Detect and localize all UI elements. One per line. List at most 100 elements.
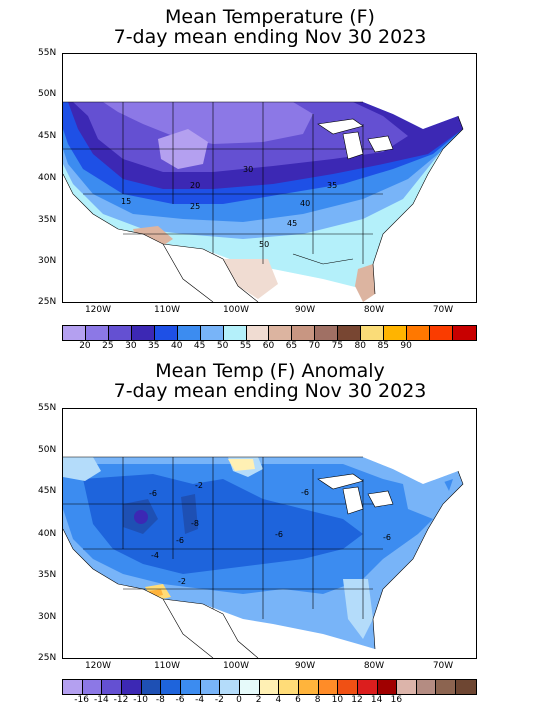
bottom-contour-label: -6 (275, 530, 283, 539)
top-colorbar (62, 325, 477, 341)
colorbar-swatch (357, 680, 378, 694)
colorbar-tick-label: 80 (354, 341, 366, 351)
colorbar-tick-label: -14 (93, 695, 109, 705)
colorbar-swatch (239, 680, 260, 694)
top-lon-label: 100W (222, 305, 250, 315)
bottom-contour-label: -2 (195, 481, 203, 490)
bottom-map-svg: -2 -6 -8 -6 -4 -6 -2 -6 -6 (63, 409, 476, 658)
colorbar-swatch (200, 680, 221, 694)
bottom-lon-label: 110W (153, 661, 181, 671)
colorbar-swatch (269, 326, 293, 340)
colorbar-swatch (154, 326, 178, 340)
bottom-contour-label: -2 (178, 577, 186, 586)
top-lon-label: 80W (363, 305, 385, 315)
colorbar-swatch (223, 326, 247, 340)
top-temperature-map: 30 20 35 25 40 45 50 15 (62, 53, 477, 303)
top-map-svg: 30 20 35 25 40 45 50 15 (63, 54, 476, 302)
bottom-contour-label: -6 (383, 533, 391, 542)
colorbar-tick-label: 12 (351, 695, 363, 705)
top-contour-label: 45 (287, 219, 297, 228)
top-contour-label: 50 (259, 240, 269, 249)
colorbar-tick-label: -12 (113, 695, 129, 705)
colorbar-swatch (108, 326, 132, 340)
bottom-title-line1: Mean Temp (F) Anomaly (155, 360, 385, 382)
top-lon-label: 120W (84, 305, 112, 315)
top-lat-label: 40N (38, 173, 57, 183)
colorbar-tick-label: 40 (170, 341, 183, 351)
colorbar-swatch (259, 680, 280, 694)
bottom-lon-label: 120W (84, 661, 112, 671)
bottom-lat-label: 45N (38, 486, 57, 496)
colorbar-tick-label: 85 (377, 341, 389, 351)
colorbar-tick-label: 25 (102, 341, 114, 351)
colorbar-tick-label: 6 (295, 695, 301, 705)
bottom-colorbar (62, 679, 477, 695)
colorbar-tick-label: -2 (214, 695, 224, 705)
top-contour-label: 25 (190, 202, 200, 211)
top-contour-label: 40 (300, 199, 310, 208)
colorbar-tick-label: 60 (262, 341, 275, 351)
top-colorbar-labels: 20 25 30 35 40 45 50 55 60 65 70 75 80 85 90 (62, 341, 475, 353)
colorbar-swatch (82, 680, 103, 694)
top-lat-label: 25N (38, 297, 57, 307)
colorbar-swatch (298, 680, 319, 694)
colorbar-tick-label: -8 (155, 695, 165, 705)
bottom-lat-label: 50N (38, 445, 57, 455)
colorbar-tick-label: -4 (195, 695, 205, 705)
colorbar-swatch (436, 680, 457, 694)
colorbar-swatch (384, 326, 408, 340)
colorbar-swatch (131, 326, 155, 340)
colorbar-swatch (338, 326, 362, 340)
colorbar-tick-label: 45 (193, 341, 206, 351)
top-lon-label: 110W (153, 305, 181, 315)
bottom-lat-label: 35N (38, 570, 57, 580)
colorbar-swatch (180, 680, 201, 694)
colorbar-swatch (200, 326, 224, 340)
colorbar-tick-label: -10 (133, 695, 149, 705)
colorbar-tick-label: 30 (125, 341, 137, 351)
bottom-contour-label: -6 (149, 489, 157, 498)
colorbar-tick-label: 14 (370, 695, 383, 705)
colorbar-swatch (456, 680, 476, 694)
top-lon-label: 90W (294, 305, 316, 315)
colorbar-swatch (338, 680, 358, 694)
bottom-contour-label: -6 (176, 536, 184, 545)
colorbar-swatch (102, 680, 122, 694)
bottom-colorbar-labels: -16 -14 -12 -10 -8 -6 -4 -2 0 2 4 6 8 10 12 14 16 (62, 695, 475, 707)
top-lat-label: 30N (38, 256, 57, 266)
top-lon-label: 70W (432, 305, 454, 315)
top-contour-label: 30 (243, 165, 253, 174)
colorbar-tick-label: 20 (79, 341, 91, 351)
bottom-contour-label: -8 (191, 519, 199, 528)
bottom-lat-label: 55N (38, 403, 57, 413)
top-contour-label: 15 (121, 197, 131, 206)
top-contour-label: 35 (327, 181, 337, 190)
colorbar-swatch (63, 326, 86, 340)
colorbar-tick-label: 35 (148, 341, 160, 351)
bottom-title-line2: 7-day mean ending Nov 30 2023 (113, 380, 427, 402)
colorbar-tick-label: 2 (255, 695, 262, 705)
colorbar-tick-label: 75 (331, 341, 344, 351)
top-lat-label: 55N (38, 48, 57, 58)
top-title-line1: Mean Temperature (F) (165, 6, 375, 28)
bottom-lat-label: 30N (38, 612, 57, 622)
colorbar-tick-label: -6 (175, 695, 185, 705)
colorbar-swatch (430, 326, 453, 340)
colorbar-swatch (361, 326, 385, 340)
colorbar-swatch (292, 326, 316, 340)
top-lat-label: 50N (38, 89, 57, 99)
colorbar-tick-label: -16 (74, 695, 90, 705)
bottom-lon-label: 80W (363, 661, 385, 671)
colorbar-swatch (177, 326, 201, 340)
colorbar-tick-label: 8 (314, 695, 321, 705)
colorbar-swatch (63, 680, 83, 694)
colorbar-swatch (452, 326, 476, 340)
colorbar-swatch (416, 680, 437, 694)
top-title-line2: 7-day mean ending Nov 30 2023 (113, 26, 427, 48)
colorbar-tick-label: 4 (275, 695, 282, 705)
colorbar-tick-label: 65 (285, 341, 298, 351)
bottom-lon-label: 70W (432, 661, 454, 671)
top-lat-label: 45N (38, 131, 57, 141)
colorbar-tick-label: 16 (390, 695, 403, 705)
bottom-anomaly-map: -2 -6 -8 -6 -4 -6 -2 -6 -6 (62, 408, 477, 659)
